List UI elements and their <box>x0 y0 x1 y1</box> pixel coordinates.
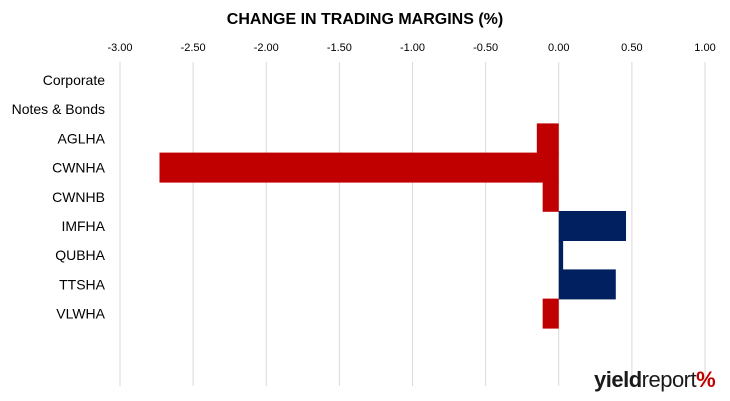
category-label: TTSHA <box>59 276 106 292</box>
category-header-label: Corporate <box>43 72 105 88</box>
gridlines <box>119 62 706 386</box>
yieldreport-logo[interactable]: yieldreport% <box>594 367 716 393</box>
bars <box>159 123 627 329</box>
x-tick-label: 0.00 <box>548 42 569 54</box>
logo-percent: % <box>696 367 716 392</box>
bar-vlwha <box>542 298 559 329</box>
bar-imfha <box>558 211 627 241</box>
category-label: CWNHB <box>52 189 105 205</box>
bar-cwnha <box>159 152 559 183</box>
bar-qubha <box>558 240 564 271</box>
category-label: VLWHA <box>56 306 105 322</box>
bar-aglha <box>536 123 559 154</box>
chart-title: CHANGE IN TRADING MARGINS (%) <box>226 11 504 28</box>
category-label: CWNHA <box>52 160 106 176</box>
category-label: IMFHA <box>61 218 105 234</box>
x-tick-label: -1.00 <box>400 42 425 54</box>
category-label: AGLHA <box>58 130 106 146</box>
x-tick-label: -0.50 <box>473 42 498 54</box>
bar-ttsha <box>558 269 616 300</box>
category-header-label: Notes & Bonds <box>12 101 105 117</box>
x-tick-label: -2.00 <box>254 42 279 54</box>
x-tick-label: 1.00 <box>694 42 715 54</box>
logo-yield: yield <box>594 367 642 392</box>
x-tick-label: -3.00 <box>107 42 132 54</box>
x-tick-labels: -3.00 -2.50 -2.00 -1.50 -1.00 -0.50 0.00 0.50 1.… <box>107 42 715 54</box>
category-labels: Corporate Notes & Bonds AGLHA CWNHA CWNHB IMF… <box>12 72 106 322</box>
logo-report: report <box>641 367 697 392</box>
category-label: QUBHA <box>55 247 105 263</box>
x-tick-label: 0.50 <box>621 42 642 54</box>
x-tick-label: -1.50 <box>327 42 352 54</box>
bar-cwnhb <box>542 181 559 212</box>
x-tick-label: -2.50 <box>181 42 206 54</box>
